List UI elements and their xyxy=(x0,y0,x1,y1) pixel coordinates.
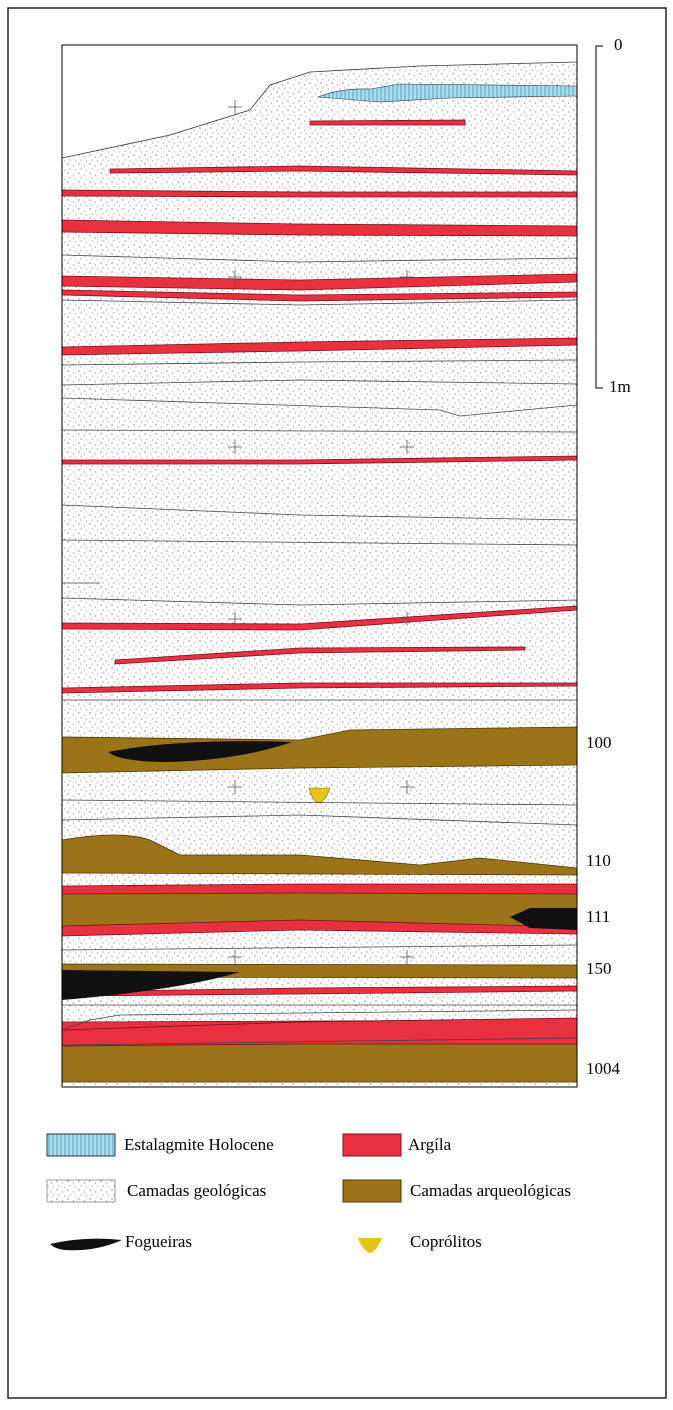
legend-swatch xyxy=(46,1133,116,1157)
legend-swatch xyxy=(46,1179,116,1203)
frame xyxy=(7,7,667,1399)
grid-crosses xyxy=(228,100,414,964)
legend-label: Camadas arqueológicas xyxy=(410,1181,571,1200)
legend-swatch xyxy=(358,1238,382,1253)
legend-label: Camadas geológicas xyxy=(127,1181,266,1200)
legend: Estalagmite Holocene Argíla Camadas geol… xyxy=(46,1133,571,1253)
section-border xyxy=(61,44,578,1088)
scale-bar xyxy=(595,45,603,389)
layer-label: 1004 xyxy=(586,1059,621,1078)
legend-swatch xyxy=(342,1133,402,1157)
legend-label: Estalagmite Holocene xyxy=(124,1135,274,1154)
section xyxy=(62,45,577,1087)
layer-label: 111 xyxy=(586,907,610,926)
legend-label: Argíla xyxy=(408,1135,452,1154)
scale-top: 0 xyxy=(614,35,623,54)
legend-label: Coprólitos xyxy=(410,1232,482,1251)
layer-label: 150 xyxy=(586,959,612,978)
layer-label: 110 xyxy=(586,851,611,870)
layer-label: 100 xyxy=(586,733,612,752)
legend-swatch xyxy=(50,1238,122,1251)
scale-bottom: 1m xyxy=(609,377,631,396)
legend-label: Fogueiras xyxy=(125,1232,192,1251)
legend-swatch xyxy=(342,1179,402,1203)
